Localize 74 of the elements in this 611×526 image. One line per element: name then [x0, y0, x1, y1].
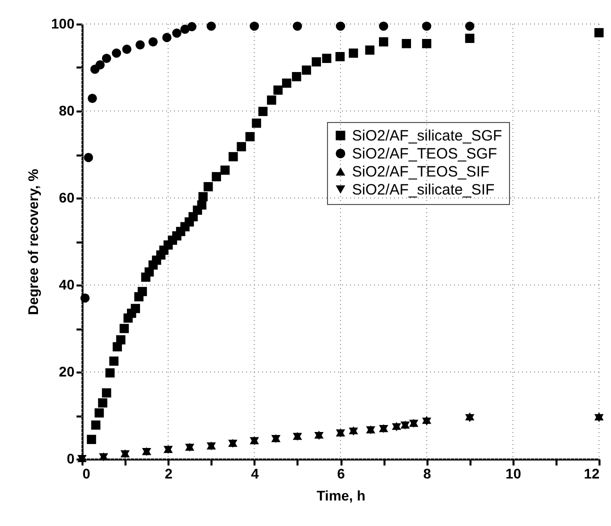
point	[130, 304, 140, 314]
point	[98, 398, 108, 408]
legend-label: SiO2/AF_TEOS_SIF	[352, 164, 490, 180]
point	[228, 152, 238, 162]
y-tick-label: 80	[58, 102, 75, 118]
point	[378, 22, 388, 31]
point	[206, 22, 216, 31]
point	[302, 66, 312, 75]
y-tick-label: 100	[51, 16, 75, 32]
point	[465, 22, 474, 31]
point	[80, 293, 90, 303]
point	[252, 118, 262, 128]
y-axis-title: Degree of recovery, %	[25, 168, 42, 316]
x-tick-label: 6	[337, 466, 346, 482]
point	[465, 34, 474, 43]
point	[162, 32, 172, 42]
x-tick-label: 12	[584, 466, 600, 482]
point	[258, 106, 268, 116]
point	[138, 286, 147, 296]
point	[378, 37, 388, 46]
point	[198, 192, 208, 202]
point	[402, 38, 412, 48]
point	[336, 22, 346, 31]
point	[594, 28, 604, 38]
point	[348, 48, 358, 58]
x-tick-label: 0	[82, 466, 90, 482]
point	[292, 72, 302, 82]
x-axis-title: Time, h	[316, 488, 366, 504]
point	[172, 28, 182, 38]
x-tick-label: 10	[506, 466, 522, 482]
point	[109, 356, 118, 366]
point	[312, 57, 321, 66]
point	[136, 40, 145, 50]
point	[250, 22, 259, 31]
legend-label: SiO2/AF_silicate_SIF	[352, 182, 495, 198]
legend-label: SiO2/AF_TEOS_SGF	[352, 146, 498, 162]
point	[273, 86, 283, 95]
y-tick-label: 0	[66, 450, 75, 466]
point	[245, 132, 255, 142]
point	[116, 335, 126, 344]
point	[91, 420, 100, 430]
point	[204, 182, 213, 192]
x-tick-label: 2	[164, 466, 173, 482]
point	[148, 37, 158, 46]
point	[292, 22, 302, 31]
point	[322, 54, 332, 63]
legend-label: SiO2/AF_silicate_SGF	[352, 128, 502, 144]
point	[212, 172, 222, 182]
point	[95, 60, 105, 70]
point	[122, 44, 132, 54]
x-tick-label: 4	[250, 466, 259, 482]
point	[84, 152, 94, 162]
point	[112, 48, 122, 58]
point	[197, 200, 206, 210]
point	[102, 388, 112, 398]
point	[365, 45, 374, 55]
point	[335, 52, 345, 62]
y-tick-label: 60	[58, 190, 75, 206]
y-tick-label: 40	[58, 276, 75, 292]
point	[282, 78, 292, 88]
point	[120, 324, 129, 334]
point	[86, 434, 96, 444]
point	[88, 94, 97, 103]
y-tick-label: 20	[58, 364, 75, 380]
point	[187, 22, 196, 32]
point	[422, 38, 432, 48]
point	[220, 166, 230, 175]
point	[105, 368, 115, 378]
point	[94, 408, 104, 418]
x-tick-label: 8	[423, 466, 432, 482]
point	[102, 54, 112, 63]
point	[266, 96, 276, 105]
point	[422, 22, 432, 31]
point	[236, 142, 246, 152]
